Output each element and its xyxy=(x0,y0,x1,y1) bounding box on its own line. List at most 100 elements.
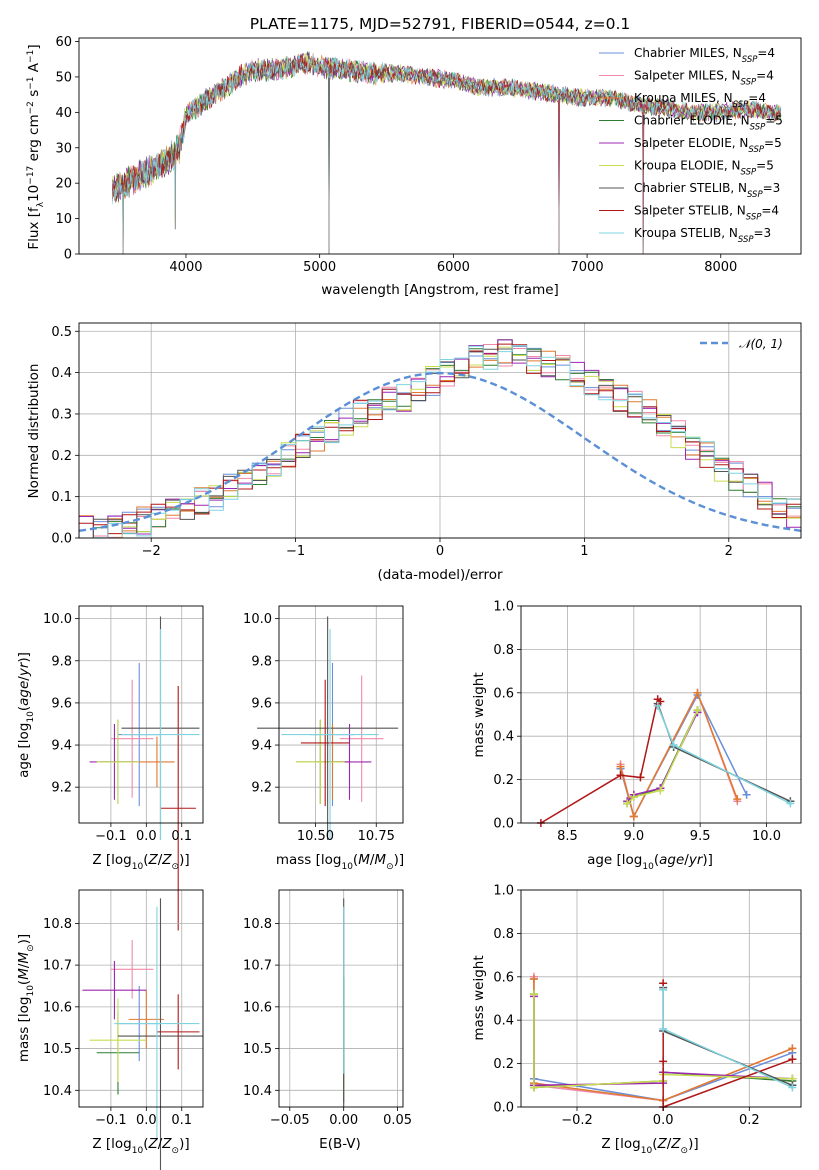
legend-label: Salpeter STELIB, NSSP=4 xyxy=(634,204,779,223)
errorbar-point xyxy=(82,960,147,1020)
spectrum-series-line xyxy=(112,52,782,254)
y-tick-label: 50 xyxy=(55,70,72,85)
y-tick-label: 0.1 xyxy=(51,490,72,505)
plus-marker xyxy=(629,792,638,801)
errorbar-point xyxy=(110,940,154,999)
x-tick-label: 0.1 xyxy=(171,829,192,844)
mass-vs-metallicity-panel: −0.1 0.0 0.1 10.4 10.5 10.6 10.7 10.8 xyxy=(43,889,204,1170)
residuals-ylabel: Normed distribution xyxy=(26,364,42,499)
axes-frame xyxy=(520,889,802,1108)
x-tick-label: 9.0 xyxy=(623,829,644,844)
y-tick-label: 1.0 xyxy=(493,600,514,615)
plus-marker xyxy=(788,1083,797,1092)
y-tick-label: 10.7 xyxy=(243,959,272,974)
x-tick-label: 9.5 xyxy=(690,829,711,844)
y-tick-label: 0.2 xyxy=(51,449,72,464)
axes-frame xyxy=(78,605,204,824)
y-tick-label: 10.0 xyxy=(43,612,72,627)
plus-marker xyxy=(656,786,665,795)
plus-marker xyxy=(733,795,742,804)
errorbar-point xyxy=(156,994,200,1070)
spectrum-legend: Chabrier MILES, NSSP=4 Salpeter MILES, NS… xyxy=(599,46,783,245)
errorbar-point xyxy=(114,906,200,1141)
y-tick-label: 10.6 xyxy=(243,1000,272,1015)
weight-series-line xyxy=(619,690,739,819)
x-tick-label: 0 xyxy=(436,544,444,559)
plus-marker xyxy=(669,740,678,749)
x-tick-label: 6000 xyxy=(437,260,470,275)
axes-frame xyxy=(78,889,204,1108)
y-tick-label: 0.0 xyxy=(51,532,72,547)
x-tick-label: −0.05 xyxy=(270,1113,310,1128)
age-vs-mass-xlabel: mass [log10(M/M⊙)] xyxy=(276,852,404,872)
plus-marker xyxy=(742,790,751,799)
legend-label: Chabrier ELODIE, NSSP=5 xyxy=(634,114,783,133)
figure-title: PLATE=1175, MJD=52791, FIBERID=0544, z=0… xyxy=(250,15,631,33)
y-tick-label: 9.4 xyxy=(51,739,72,754)
x-tick-label: 0.05 xyxy=(383,1113,412,1128)
plus-marker xyxy=(786,799,795,808)
y-tick-label: 10.4 xyxy=(243,1084,272,1099)
weight-series-line xyxy=(662,983,793,1109)
errorbar-point xyxy=(117,898,203,1170)
weight-vs-metallicity-xlabel: Z [log10(Z/Z⊙)] xyxy=(601,1136,698,1156)
plot-area xyxy=(257,616,399,840)
age-vs-metallicity-panel: −0.1 0.0 0.1 9.2 9.4 9.6 9.8 10.0 xyxy=(43,605,204,931)
x-tick-label: −0.1 xyxy=(95,1113,127,1128)
plus-marker xyxy=(659,985,668,994)
weight-vs-age-ylabel: mass weight xyxy=(471,672,487,757)
x-tick-label: 10.0 xyxy=(752,829,781,844)
y-tick-label: 0 xyxy=(64,248,72,263)
spectrum-ylabel: Flux [fλ10−17 erg cm−2 s−1 A−1] xyxy=(26,44,46,249)
axes-frame xyxy=(278,889,404,1108)
plus-marker xyxy=(659,1024,668,1033)
errorbar-point xyxy=(339,675,384,802)
residuals-xlabel: (data-model)/error xyxy=(377,567,503,583)
y-tick-label: 10.8 xyxy=(243,917,272,932)
errorbar-point xyxy=(96,719,140,805)
weight-vs-age-xlabel: age [log10(age/yr)] xyxy=(587,852,713,872)
weight-series-line xyxy=(619,690,739,819)
x-tick-label: −1 xyxy=(286,544,305,559)
spectrum-panel: 4000 5000 6000 7000 8000 0 10 20 30 40 50 60 Chabrie… xyxy=(55,35,802,275)
y-tick-label: 0.4 xyxy=(493,1014,514,1029)
plus-marker xyxy=(529,1083,538,1092)
plus-marker xyxy=(629,812,638,821)
plus-marker xyxy=(788,1044,797,1053)
x-tick-label: 5000 xyxy=(303,260,336,275)
y-tick-label: 0.0 xyxy=(493,817,514,832)
errorbar-point xyxy=(139,736,175,788)
plus-marker xyxy=(653,701,662,710)
errorbar-point xyxy=(89,998,147,1082)
plot-area xyxy=(112,51,782,254)
age-vs-metallicity-ylabel: age [log10(age/yr)] xyxy=(16,652,36,778)
plus-marker xyxy=(623,799,632,808)
legend-label: Kroupa STELIB, NSSP=3 xyxy=(634,226,771,245)
plus-marker xyxy=(529,974,538,983)
y-tick-label: 9.6 xyxy=(51,696,72,711)
weight-vs-age-panel: 8.5 9.0 9.5 10.0 0.0 0.2 0.4 0.6 0.8 1.0 xyxy=(493,600,802,844)
plot-area xyxy=(82,898,203,1170)
y-tick-label: 10.8 xyxy=(43,917,72,932)
x-tick-label: 0.1 xyxy=(171,1113,192,1128)
y-tick-label: 9.8 xyxy=(251,654,272,669)
weight-series-line xyxy=(626,709,699,805)
x-tick-label: 10.50 xyxy=(297,829,334,844)
histogram-step-line xyxy=(79,346,801,538)
y-tick-label: 40 xyxy=(55,106,72,121)
y-tick-label: 1.0 xyxy=(493,884,514,899)
weight-series-line xyxy=(619,693,748,819)
errorbar-point xyxy=(296,719,345,805)
x-tick-label: 0.0 xyxy=(136,1113,157,1128)
residuals-panel: −2 −1 0 1 2 0.0 0.1 0.2 0.3 0.4 0.5 𝒩(0, 1) xyxy=(51,322,802,559)
x-tick-label: 0.2 xyxy=(739,1113,760,1128)
y-tick-label: 0.2 xyxy=(493,773,514,788)
y-tick-label: 30 xyxy=(55,141,72,156)
weight-vs-metallicity-ylabel: mass weight xyxy=(471,955,487,1040)
errorbar-point xyxy=(281,629,379,840)
age-vs-metallicity-xlabel: Z [log10(Z/Z⊙)] xyxy=(92,852,189,872)
y-tick-label: 10.6 xyxy=(43,1000,72,1015)
legend-label: Chabrier STELIB, NSSP=3 xyxy=(634,181,780,200)
plus-marker xyxy=(616,771,625,780)
